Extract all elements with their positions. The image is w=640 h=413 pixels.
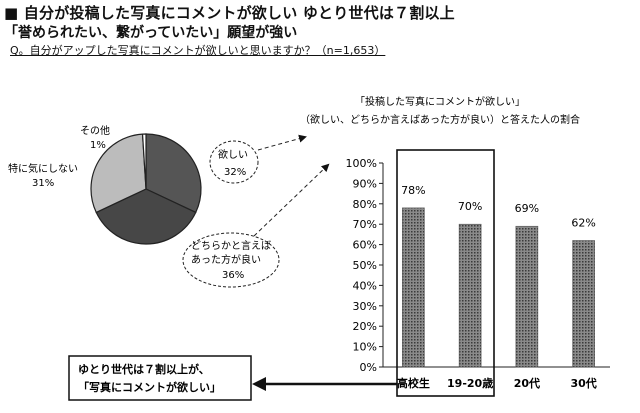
pie-label-other: その他	[80, 124, 110, 137]
pie-label-dontcare: 特に気にしない	[8, 162, 78, 175]
y-tick-label-2: 20%	[353, 320, 377, 333]
y-tick-label-8: 80%	[353, 198, 377, 211]
pie-value-want: 32%	[224, 167, 246, 178]
callout-line2: 「写真にコメントが欲しい」	[78, 380, 221, 394]
arrow-to-bars-lower	[253, 163, 330, 237]
survey-question: Q。自分がアップした写真にコメントが欲しいと思いますか？（n=1,653）	[10, 44, 386, 57]
category-label-0: 高校生	[397, 376, 430, 390]
y-tick-label-5: 50%	[353, 259, 377, 272]
pie-slice-0	[145, 133, 202, 214]
pie-slice-3	[141, 133, 147, 190]
bar-value-label-0: 78%	[401, 184, 425, 197]
y-tick-label-3: 30%	[353, 300, 377, 313]
category-label-3: 30代	[570, 376, 596, 390]
bar-chart-title-line1: 「投稿した写真にコメントが欲しい」	[355, 95, 525, 108]
bar-value-label-3: 62%	[571, 217, 595, 230]
bar-chart: 0% 10% 20% 30% 40% 50% 60% 70% 80% 90% 100% 78% 高校生 7…	[346, 157, 610, 390]
pie-value-maybe: 36%	[222, 270, 244, 281]
y-tick-label-6: 60%	[353, 239, 377, 252]
callout-box	[68, 355, 252, 401]
youth-highlight-box	[396, 149, 495, 397]
bar-value-label-2: 69%	[515, 202, 539, 215]
pie-value-other: 1%	[90, 140, 106, 151]
y-tick-label-0: 0%	[360, 361, 377, 374]
pie-value-dontcare: 31%	[32, 178, 54, 189]
pie-label-maybe-line2: あった方が良い	[191, 253, 261, 266]
pie-chart	[90, 133, 202, 245]
y-tick-label-4: 40%	[353, 279, 377, 292]
headline: ■ 自分が投稿した写真にコメントが欲しい ゆとり世代は７割以上	[4, 4, 455, 22]
label-ellipse-maybe	[182, 232, 280, 288]
bar-1	[458, 223, 482, 368]
pie-label-maybe-line1: どちらかと言えば	[191, 239, 271, 252]
bar-value-label-1: 70%	[458, 200, 482, 213]
label-ellipse-want	[209, 140, 259, 184]
subheadline: 「誉められたい、繋がっていたい」願望が強い	[4, 25, 298, 41]
y-tick-label-7: 70%	[353, 218, 377, 231]
y-tick-label-1: 10%	[353, 341, 377, 354]
callout-arrow-head	[252, 377, 266, 391]
pie-slice-1	[95, 188, 197, 245]
bar-2	[515, 225, 539, 368]
bar-chart-title-line2: （欲しい、どちらか言えばあった方が良い）と答えた人の割合	[300, 113, 580, 126]
category-label-1: 19-20歳	[447, 376, 493, 390]
arrow-to-bars-upper	[257, 134, 307, 151]
y-tick-label-9: 90%	[353, 177, 377, 190]
category-label-2: 20代	[514, 376, 540, 390]
bar-0	[402, 207, 425, 368]
pie-slice-2	[90, 133, 147, 214]
bar-3	[572, 240, 595, 368]
y-tick-label-10: 100%	[346, 157, 377, 170]
callout-line1: ゆとり世代は７割以上が、	[78, 362, 210, 376]
pie-label-want: 欲しい	[218, 148, 248, 161]
